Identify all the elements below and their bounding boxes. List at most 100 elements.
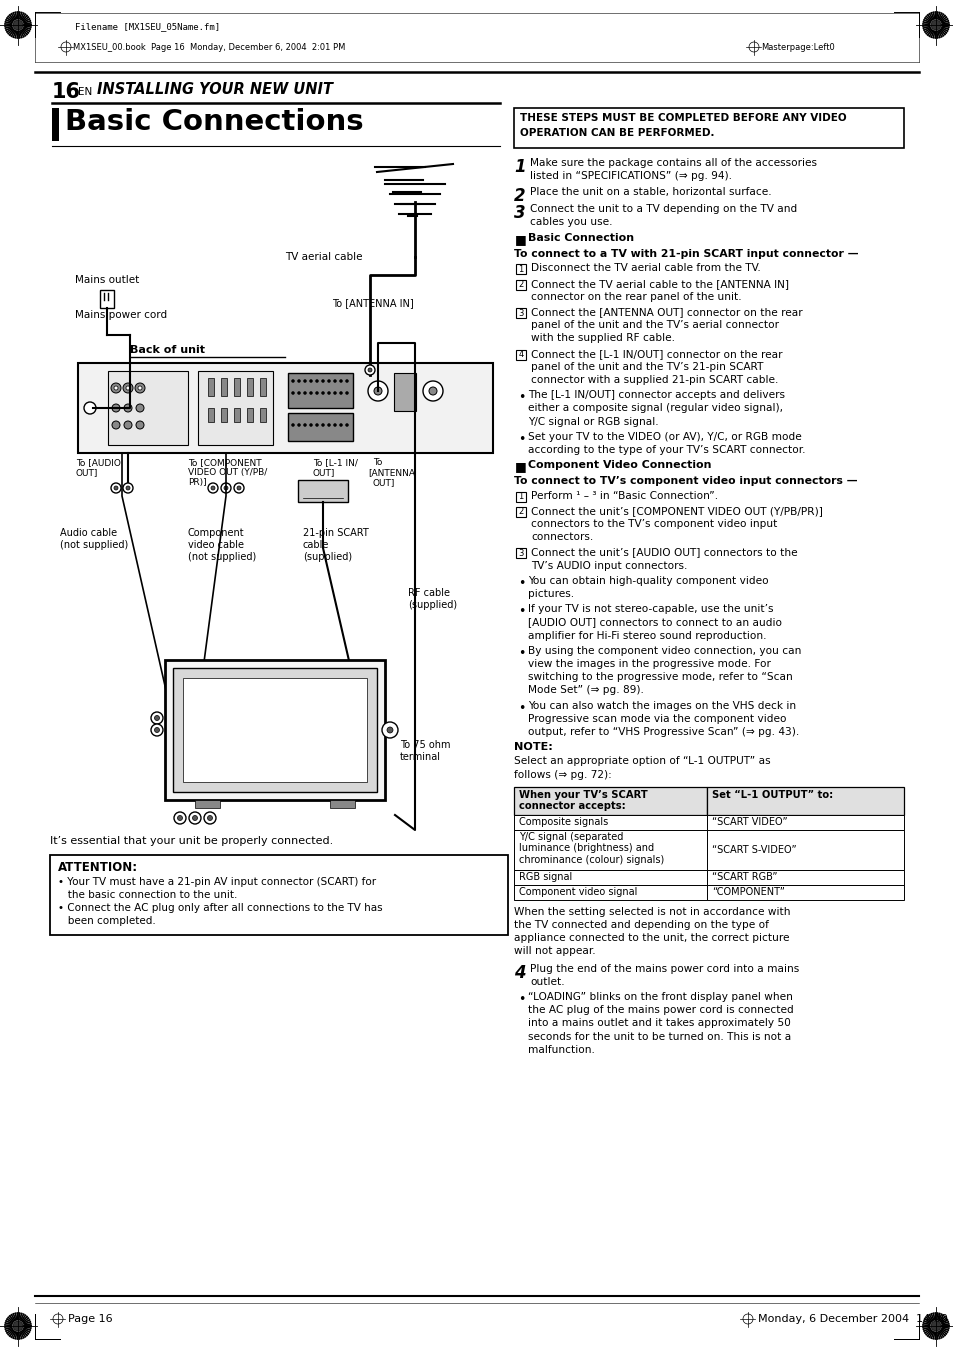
- Bar: [514, 830, 706, 870]
- Text: EN: EN: [78, 86, 92, 97]
- Text: 16: 16: [52, 82, 81, 101]
- Bar: [208, 408, 213, 422]
- Text: output, refer to “VHS Progressive Scan” (⇒ pg. 43).: output, refer to “VHS Progressive Scan” …: [527, 727, 799, 738]
- Bar: [288, 413, 353, 440]
- Circle shape: [315, 423, 318, 427]
- Circle shape: [111, 484, 121, 493]
- Text: according to the type of your TV’s SCART connector.: according to the type of your TV’s SCART…: [527, 444, 804, 455]
- Bar: [706, 830, 903, 870]
- Circle shape: [124, 404, 132, 412]
- Text: Page 16: Page 16: [68, 1315, 112, 1324]
- Text: Plug the end of the mains power cord into a mains: Plug the end of the mains power cord int…: [530, 963, 799, 974]
- Text: seconds for the unit to be turned on. This is not a: seconds for the unit to be turned on. Th…: [527, 1032, 790, 1042]
- Circle shape: [334, 423, 336, 427]
- Text: panel of the unit and the TV’s 21-pin SCART: panel of the unit and the TV’s 21-pin SC…: [531, 362, 762, 372]
- Circle shape: [381, 721, 397, 738]
- Text: When your TV’s SCART
connector accepts:: When your TV’s SCART connector accepts:: [518, 790, 647, 812]
- Circle shape: [309, 392, 313, 394]
- Bar: [100, 290, 113, 308]
- Text: Component video signal: Component video signal: [518, 886, 637, 897]
- Text: either a composite signal (regular video signal),: either a composite signal (regular video…: [527, 404, 782, 413]
- Text: “LOADING” blinks on the front display panel when: “LOADING” blinks on the front display pa…: [527, 992, 792, 1002]
- Circle shape: [154, 727, 159, 732]
- Circle shape: [173, 812, 186, 824]
- Text: ATTENTION:: ATTENTION:: [58, 861, 138, 874]
- Text: RGB signal: RGB signal: [518, 871, 572, 882]
- Text: video cable: video cable: [188, 540, 244, 550]
- Circle shape: [135, 382, 145, 393]
- Text: 2: 2: [517, 507, 523, 516]
- Bar: [288, 373, 353, 408]
- Text: Set your TV to the VIDEO (or AV), Y/C, or RGB mode: Set your TV to the VIDEO (or AV), Y/C, o…: [527, 432, 801, 442]
- Text: PR)]: PR)]: [188, 478, 207, 486]
- Text: The [L-1 IN/OUT] connector accepts and delivers: The [L-1 IN/OUT] connector accepts and d…: [527, 390, 784, 400]
- Bar: [260, 408, 266, 422]
- Circle shape: [208, 816, 213, 820]
- Bar: [516, 308, 525, 317]
- Circle shape: [345, 423, 348, 427]
- Text: ■: ■: [515, 232, 526, 246]
- Text: VIDEO OUT (Y/PB/: VIDEO OUT (Y/PB/: [188, 467, 267, 477]
- Circle shape: [297, 423, 300, 427]
- Text: Connect the unit’s [COMPONENT VIDEO OUT (Y/PB/PR)]: Connect the unit’s [COMPONENT VIDEO OUT …: [531, 505, 822, 516]
- Text: TV: TV: [260, 720, 289, 739]
- Text: switching to the progressive mode, refer to “Scan: switching to the progressive mode, refer…: [527, 673, 792, 682]
- Circle shape: [136, 404, 144, 412]
- Text: 4: 4: [517, 350, 523, 359]
- Circle shape: [13, 1321, 23, 1331]
- Text: TV’s AUDIO input connectors.: TV’s AUDIO input connectors.: [531, 561, 687, 570]
- Bar: [297, 480, 348, 503]
- Text: •: •: [517, 392, 525, 404]
- Bar: [108, 372, 188, 444]
- Bar: [516, 265, 525, 274]
- Bar: [50, 855, 507, 935]
- Text: (supplied): (supplied): [408, 600, 456, 611]
- Circle shape: [327, 380, 330, 382]
- Bar: [78, 363, 493, 453]
- Circle shape: [315, 392, 318, 394]
- Text: OUT]: OUT]: [313, 467, 335, 477]
- Text: By using the component video connection, you can: By using the component video connection,…: [527, 646, 801, 655]
- Circle shape: [154, 716, 159, 720]
- Text: Component: Component: [188, 528, 244, 538]
- Text: 4: 4: [514, 963, 525, 982]
- Bar: [514, 815, 706, 830]
- Text: Mains outlet: Mains outlet: [75, 276, 139, 285]
- Text: panel of the unit and the TV’s aerial connector: panel of the unit and the TV’s aerial co…: [531, 320, 779, 330]
- Circle shape: [303, 423, 306, 427]
- Circle shape: [339, 423, 342, 427]
- Bar: [706, 870, 903, 885]
- Bar: [516, 350, 525, 359]
- Text: It’s essential that your unit be properly connected.: It’s essential that your unit be properl…: [50, 836, 333, 846]
- Text: into a mains outlet and it takes approximately 50: into a mains outlet and it takes approxi…: [527, 1019, 790, 1028]
- Text: •: •: [517, 577, 525, 590]
- Circle shape: [112, 404, 120, 412]
- Circle shape: [112, 422, 120, 430]
- Text: To [AUDIO: To [AUDIO: [76, 458, 121, 467]
- Bar: [233, 378, 240, 396]
- Text: “SCART RGB”: “SCART RGB”: [711, 873, 777, 882]
- Text: cable: cable: [303, 540, 329, 550]
- Circle shape: [334, 380, 336, 382]
- Bar: [221, 408, 227, 422]
- Bar: [516, 280, 525, 289]
- Circle shape: [321, 392, 324, 394]
- Text: Component Video Connection: Component Video Connection: [527, 461, 711, 470]
- Text: Composite signals: Composite signals: [518, 817, 608, 827]
- Circle shape: [123, 484, 132, 493]
- Circle shape: [327, 423, 330, 427]
- Text: Disconnect the TV aerial cable from the TV.: Disconnect the TV aerial cable from the …: [531, 263, 760, 273]
- Bar: [706, 786, 903, 815]
- Circle shape: [930, 1321, 940, 1331]
- Text: Mode Set” (⇒ pg. 89).: Mode Set” (⇒ pg. 89).: [527, 685, 643, 696]
- Circle shape: [123, 382, 132, 393]
- Text: “COMPONENT”: “COMPONENT”: [711, 888, 784, 897]
- Text: Basic Connection: Basic Connection: [527, 232, 634, 243]
- Circle shape: [334, 392, 336, 394]
- Text: TV aerial cable: TV aerial cable: [285, 253, 362, 262]
- Text: connector with a supplied 21-pin SCART cable.: connector with a supplied 21-pin SCART c…: [531, 376, 778, 385]
- Text: You can also watch the images on the VHS deck in: You can also watch the images on the VHS…: [527, 701, 796, 711]
- Text: • Your TV must have a 21-pin AV input connector (SCART) for: • Your TV must have a 21-pin AV input co…: [58, 877, 375, 888]
- Circle shape: [297, 380, 300, 382]
- Circle shape: [368, 367, 372, 372]
